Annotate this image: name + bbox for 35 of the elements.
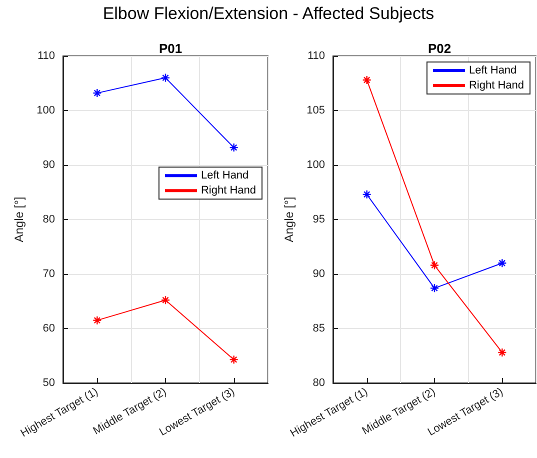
y-axis-title: Angle [°] bbox=[12, 196, 26, 242]
y-tick-label: 105 bbox=[306, 104, 325, 116]
y-tick-label: 50 bbox=[42, 377, 55, 389]
y-tick-label: 60 bbox=[42, 322, 55, 334]
y-tick-label: 110 bbox=[37, 50, 55, 62]
point bbox=[160, 296, 170, 305]
point bbox=[92, 316, 102, 325]
y-tick-label: 110 bbox=[307, 50, 325, 62]
legend-label: Left Hand bbox=[468, 64, 517, 76]
point bbox=[229, 142, 238, 152]
point bbox=[229, 354, 238, 364]
y-tick-label: 80 bbox=[42, 214, 55, 226]
point bbox=[430, 284, 440, 293]
y-axis-title: Angle [°] bbox=[282, 196, 296, 242]
legend-label: Right Hand bbox=[200, 184, 256, 197]
y-tick-label: 100 bbox=[36, 104, 55, 116]
y-tick-label: 90 bbox=[42, 159, 55, 171]
chart-title: P01 bbox=[158, 41, 182, 56]
y-tick-label: 100 bbox=[306, 159, 325, 171]
y-tick-label: 95 bbox=[312, 214, 325, 226]
legend-label: Left Hand bbox=[200, 170, 249, 182]
y-tick-label: 70 bbox=[42, 268, 55, 280]
point bbox=[498, 258, 507, 268]
legend-label: Right Hand bbox=[468, 80, 524, 92]
point bbox=[160, 73, 170, 82]
chart-title: P02 bbox=[428, 41, 452, 56]
y-tick-label: 85 bbox=[312, 322, 325, 334]
point bbox=[362, 75, 372, 85]
text: Elbow Flexion/Extension - Affected Subjects bbox=[102, 4, 436, 24]
y-tick-label: 90 bbox=[312, 268, 325, 280]
point bbox=[362, 190, 372, 200]
point bbox=[92, 88, 102, 98]
point bbox=[498, 348, 507, 358]
point bbox=[430, 260, 440, 270]
y-tick-label: 80 bbox=[312, 377, 325, 389]
